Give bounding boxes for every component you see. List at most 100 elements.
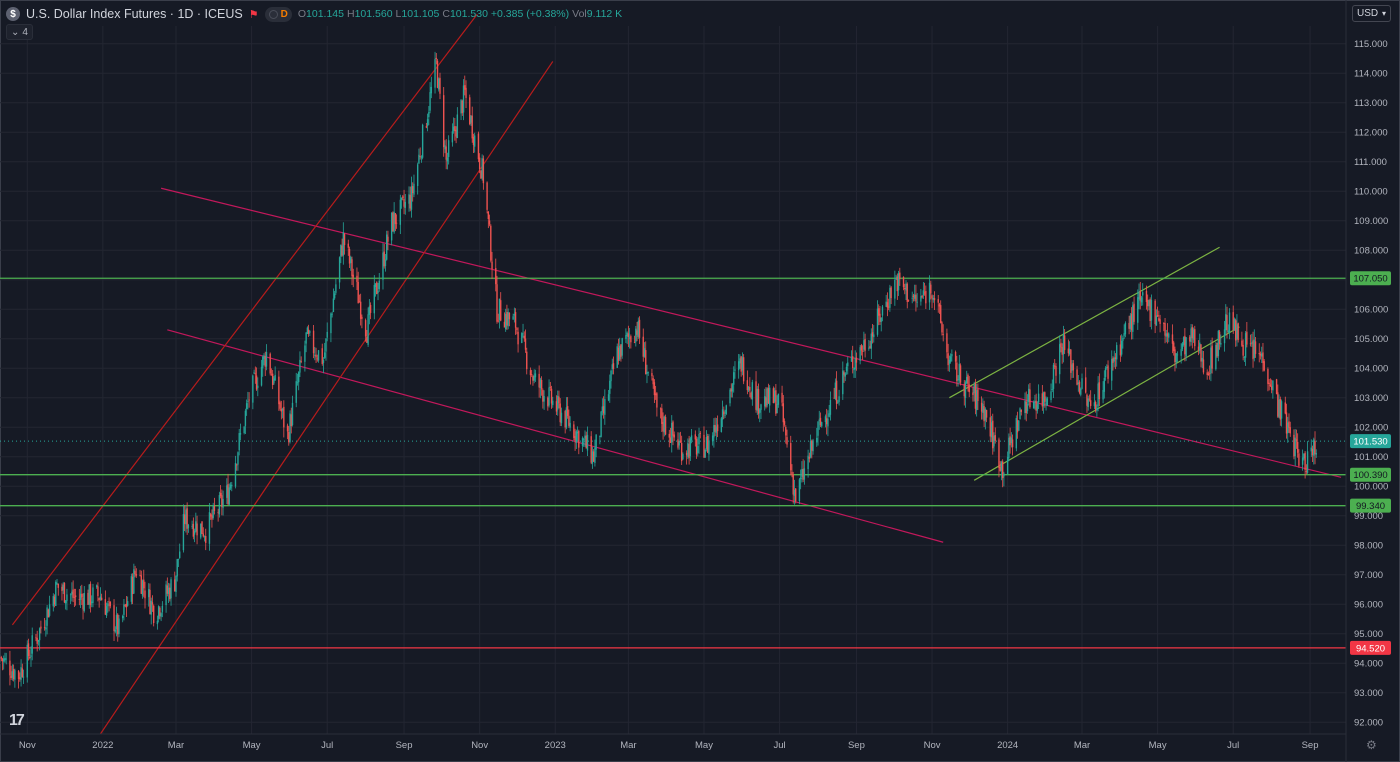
candle-body (680, 443, 683, 462)
candle-body (652, 378, 654, 385)
candle-body (169, 587, 171, 600)
candle-body (107, 603, 109, 607)
candle-body (209, 514, 212, 517)
candle-body (21, 668, 24, 677)
candle-body (828, 413, 830, 417)
candle-body (612, 363, 615, 369)
candle-body (811, 440, 813, 451)
trend-line (160, 187, 1342, 478)
candle-body (343, 234, 346, 246)
currency-button[interactable]: USD ▾ (1352, 5, 1391, 22)
candle-body (968, 384, 970, 393)
candle-body (332, 298, 335, 312)
candle-body (786, 437, 788, 445)
candle-body (790, 443, 792, 471)
candle-body (916, 301, 918, 303)
candle-body (585, 435, 587, 449)
candle-body (777, 393, 780, 405)
candle-body (91, 601, 93, 604)
candle-body (1168, 333, 1170, 338)
candle-body (922, 290, 925, 296)
candle-body (932, 297, 934, 300)
candle-body (532, 376, 534, 381)
candle-body (678, 441, 680, 446)
candle-body (1068, 348, 1071, 355)
market-status-pill[interactable]: D (264, 6, 292, 22)
candle-body (1164, 323, 1166, 336)
candle-body (1142, 292, 1144, 296)
candle-body (619, 345, 621, 360)
candle-body (314, 354, 316, 356)
candle-body (202, 533, 204, 537)
candle-body (219, 492, 222, 497)
candle-body (548, 387, 550, 406)
ohlc-volume: Vol9.112 K (572, 8, 623, 20)
x-tick-label: Sep (1302, 740, 1319, 751)
candle-body (760, 404, 762, 410)
candle-body (195, 521, 197, 532)
candle-body (584, 435, 586, 439)
candle-body (513, 314, 516, 316)
candle-body (829, 399, 832, 415)
candle-body (27, 643, 30, 656)
ohlc-low: L101.105 (395, 8, 440, 20)
candle-body (776, 403, 778, 413)
grid (0, 26, 1346, 734)
candle-body (1020, 409, 1022, 412)
candle-body (1165, 333, 1167, 337)
dollar-sign-icon[interactable]: $ (6, 7, 20, 21)
candle-body (933, 298, 936, 301)
tradingview-logo-icon[interactable]: 17 (9, 712, 25, 729)
candle-body (306, 327, 309, 334)
candle-body (446, 157, 449, 162)
y-tick-label: 98.000 (1354, 541, 1383, 552)
price-badge-label: 94.520 (1356, 643, 1385, 654)
candle-body (159, 607, 161, 617)
ohlc-change: +0.385 (+0.38%) (490, 8, 570, 20)
candle-body (412, 186, 414, 194)
candle-body (1070, 349, 1072, 373)
candle-body (5, 658, 7, 660)
candle-body (237, 452, 239, 465)
candle-body (1194, 329, 1196, 347)
candle-body (531, 374, 533, 375)
symbol-title[interactable]: U.S. Dollar Index Futures · 1D · ICEUS (26, 7, 243, 21)
candle-body (229, 484, 232, 489)
candle-body (482, 158, 485, 184)
flag-icon[interactable]: ⚑ (248, 8, 259, 21)
candle-body (912, 295, 915, 297)
candle-body (480, 170, 482, 179)
candle-body (583, 439, 585, 440)
candle-body (1054, 365, 1056, 367)
candle-body (400, 197, 403, 200)
candle-body (1032, 402, 1035, 409)
candle-body (1262, 352, 1264, 363)
ohlc-open: O101.145 (297, 8, 344, 20)
candle-body (203, 536, 206, 538)
candle-body (1156, 315, 1159, 317)
candle-body (243, 426, 245, 434)
candle-body (947, 353, 949, 366)
candle-body (342, 232, 345, 256)
candle-body (956, 362, 958, 382)
candle-body (1185, 337, 1187, 357)
candle-body (661, 408, 663, 424)
candle-body (500, 300, 502, 321)
x-tick-label: Sep (848, 740, 865, 751)
gear-icon[interactable]: ⚙ (1366, 738, 1377, 752)
candle-body (1223, 329, 1226, 344)
candle-body (1124, 322, 1127, 335)
candle-body (451, 131, 454, 143)
price-badge-label: 100.390 (1353, 470, 1387, 481)
trend-line (973, 326, 1240, 481)
candle-body (816, 437, 818, 443)
x-tick-label: Jul (774, 740, 786, 751)
candle-body (133, 569, 135, 594)
candle-body (315, 354, 317, 358)
indicators-toggle[interactable]: ⌄ 4 (6, 24, 33, 40)
candle-body (373, 284, 376, 314)
y-tick-label: 99.000 (1354, 511, 1383, 522)
trend-line (99, 61, 554, 735)
candle-body (803, 468, 806, 480)
